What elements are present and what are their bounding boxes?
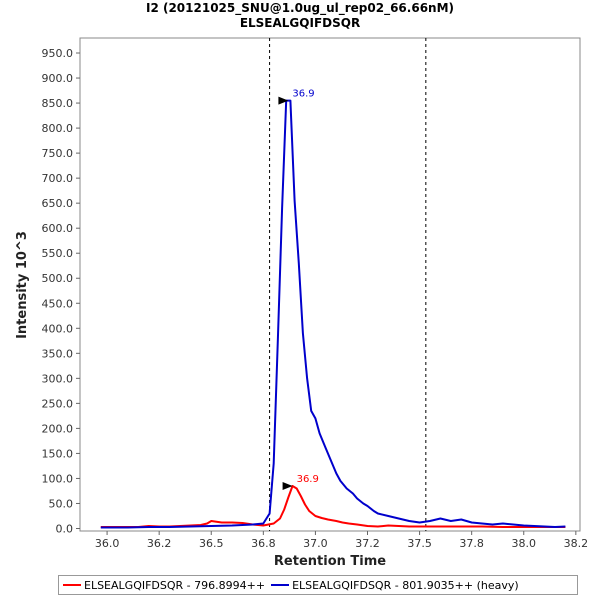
y-tick-label: 0.0 (56, 522, 74, 535)
peak-marker-arrow (278, 96, 289, 105)
peak-labels: 36.9 36.9 (278, 89, 319, 490)
legend-label-light: ELSEALGQIFDSQR - 796.8994++ (84, 578, 266, 592)
x-tick-label: 37.0 (303, 537, 328, 550)
legend-swatch-red (63, 584, 81, 586)
y-tick-label: 100.0 (42, 472, 74, 485)
x-axis-label: Retention Time (274, 554, 386, 569)
y-tick-label: 850.0 (42, 97, 74, 110)
legend: ELSEALGQIFDSQR - 796.8994++ ELSEALGQIFDS… (58, 575, 578, 595)
y-tick-label: 400.0 (42, 322, 74, 335)
legend-item-heavy: ELSEALGQIFDSQR - 801.9035++ (heavy) (271, 579, 519, 592)
y-tick-label: 650.0 (42, 197, 74, 210)
series-lines (100, 99, 566, 529)
x-tick-label: 36.5 (199, 537, 224, 550)
y-tick-label: 450.0 (42, 297, 74, 310)
y-axis: 0.0 50.0 100.0 150.0 200.0 250.0 300.0 350.0 400… (42, 47, 80, 535)
peak-marker-arrow (282, 481, 293, 490)
x-axis: 36.0 36.2 36.5 36.8 37.0 37.2 37.5 37.8 38.0 38.2 (95, 531, 588, 550)
y-axis-label: Intensity 10^3 (15, 231, 30, 339)
chart: I2 (20121025_SNU@1.0ug_ul_rep02_66.66nM)… (15, 1, 588, 569)
y-tick-label: 550.0 (42, 247, 74, 260)
x-tick-label: 37.2 (355, 537, 380, 550)
y-tick-label: 700.0 (42, 172, 74, 185)
chart-title: I2 (20121025_SNU@1.0ug_ul_rep02_66.66nM) (146, 1, 454, 16)
y-tick-label: 350.0 (42, 347, 74, 360)
x-tick-label: 38.0 (512, 537, 537, 550)
x-tick-label: 36.8 (251, 537, 276, 550)
chart-subtitle: ELSEALGQIFDSQR (240, 16, 360, 30)
y-tick-label: 150.0 (42, 447, 74, 460)
y-tick-label: 900.0 (42, 72, 74, 85)
y-tick-label: 500.0 (42, 272, 74, 285)
y-tick-label: 50.0 (49, 497, 74, 510)
y-tick-label: 300.0 (42, 372, 74, 385)
y-tick-label: 200.0 (42, 422, 74, 435)
x-tick-label: 36.0 (95, 537, 120, 550)
y-tick-label: 600.0 (42, 222, 74, 235)
y-tick-label: 950.0 (42, 47, 74, 60)
x-tick-label: 38.2 (564, 537, 589, 550)
x-tick-label: 36.2 (147, 537, 172, 550)
y-tick-label: 250.0 (42, 397, 74, 410)
x-tick-label: 37.8 (459, 537, 484, 550)
peak-label: 36.9 (292, 89, 314, 100)
series-line-1 (100, 99, 566, 529)
peak-label: 36.9 (297, 474, 319, 485)
series-line-0 (100, 485, 566, 528)
y-tick-label: 750.0 (42, 147, 74, 160)
legend-item-light: ELSEALGQIFDSQR - 796.8994++ (63, 579, 265, 592)
legend-swatch-blue (271, 584, 290, 586)
y-tick-label: 800.0 (42, 122, 74, 135)
plot-area (79, 37, 581, 532)
boundary-lines (269, 38, 427, 531)
legend-label-heavy: ELSEALGQIFDSQR - 801.9035++ (heavy) (292, 578, 519, 592)
x-tick-label: 37.5 (407, 537, 432, 550)
